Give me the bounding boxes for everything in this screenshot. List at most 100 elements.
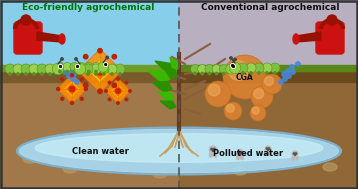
Circle shape <box>105 64 107 65</box>
Text: Conventional agrochemical: Conventional agrochemical <box>201 4 339 12</box>
Circle shape <box>230 57 232 59</box>
Ellipse shape <box>293 34 299 44</box>
Circle shape <box>117 102 119 104</box>
Ellipse shape <box>59 34 65 44</box>
Circle shape <box>88 70 90 73</box>
Circle shape <box>240 152 242 153</box>
Circle shape <box>95 73 97 75</box>
Circle shape <box>13 64 23 74</box>
Circle shape <box>45 64 55 74</box>
Circle shape <box>119 73 121 75</box>
Circle shape <box>250 72 252 74</box>
Circle shape <box>190 64 199 74</box>
Circle shape <box>81 70 83 73</box>
Circle shape <box>108 98 111 101</box>
Text: CGA: CGA <box>236 73 254 81</box>
Circle shape <box>80 97 83 100</box>
Polygon shape <box>240 153 241 154</box>
Circle shape <box>72 72 76 76</box>
Circle shape <box>258 72 260 74</box>
Circle shape <box>265 146 271 152</box>
Circle shape <box>9 73 11 75</box>
Circle shape <box>232 65 235 68</box>
Circle shape <box>5 64 15 74</box>
Circle shape <box>29 64 39 74</box>
Polygon shape <box>57 74 87 104</box>
Circle shape <box>211 148 213 150</box>
Circle shape <box>83 64 93 74</box>
Circle shape <box>92 63 101 71</box>
Circle shape <box>296 62 300 66</box>
Circle shape <box>55 63 64 71</box>
Circle shape <box>63 63 72 71</box>
Circle shape <box>104 63 107 66</box>
Circle shape <box>77 66 78 67</box>
Circle shape <box>21 64 31 74</box>
Circle shape <box>61 97 64 100</box>
Polygon shape <box>212 150 214 151</box>
Circle shape <box>91 64 101 74</box>
Circle shape <box>59 65 62 68</box>
Circle shape <box>246 63 256 73</box>
Circle shape <box>71 74 73 77</box>
Circle shape <box>205 81 231 107</box>
Polygon shape <box>163 67 177 78</box>
Circle shape <box>117 78 119 80</box>
Polygon shape <box>37 32 62 42</box>
Circle shape <box>216 72 218 75</box>
Circle shape <box>63 70 67 74</box>
Circle shape <box>129 90 131 92</box>
Circle shape <box>59 70 61 73</box>
Circle shape <box>266 148 268 149</box>
Polygon shape <box>105 78 131 104</box>
Bar <box>0 82 179 189</box>
Circle shape <box>228 60 248 80</box>
Circle shape <box>237 156 238 157</box>
Circle shape <box>87 73 89 75</box>
Circle shape <box>242 72 244 74</box>
Circle shape <box>262 74 282 94</box>
Circle shape <box>118 69 122 73</box>
Circle shape <box>232 65 233 66</box>
Circle shape <box>224 102 242 120</box>
Bar <box>0 65 179 71</box>
Circle shape <box>208 72 211 75</box>
Circle shape <box>66 70 68 73</box>
Circle shape <box>84 88 87 91</box>
Circle shape <box>212 64 221 74</box>
Circle shape <box>75 80 79 84</box>
Circle shape <box>262 63 272 73</box>
Bar <box>0 0 179 189</box>
Circle shape <box>194 72 196 75</box>
Circle shape <box>210 149 216 155</box>
Polygon shape <box>267 149 268 150</box>
Circle shape <box>69 86 75 92</box>
Text: Clean water: Clean water <box>72 146 129 156</box>
Circle shape <box>270 152 271 153</box>
Ellipse shape <box>293 153 307 161</box>
Circle shape <box>290 65 294 69</box>
Circle shape <box>98 89 102 93</box>
Polygon shape <box>67 84 77 94</box>
Circle shape <box>103 73 105 75</box>
Circle shape <box>274 72 276 74</box>
Circle shape <box>292 159 294 160</box>
Circle shape <box>250 105 266 121</box>
Circle shape <box>292 157 294 158</box>
Ellipse shape <box>19 129 339 173</box>
Circle shape <box>237 158 238 159</box>
Circle shape <box>125 81 128 84</box>
Ellipse shape <box>193 157 207 165</box>
Circle shape <box>98 62 108 72</box>
Circle shape <box>115 64 125 74</box>
Circle shape <box>96 67 104 75</box>
Circle shape <box>83 83 88 88</box>
Circle shape <box>98 49 102 53</box>
Circle shape <box>77 63 86 71</box>
Ellipse shape <box>63 165 77 173</box>
Circle shape <box>215 153 216 154</box>
Polygon shape <box>111 84 125 98</box>
Circle shape <box>37 64 47 74</box>
Circle shape <box>210 156 211 157</box>
Bar <box>179 65 358 71</box>
